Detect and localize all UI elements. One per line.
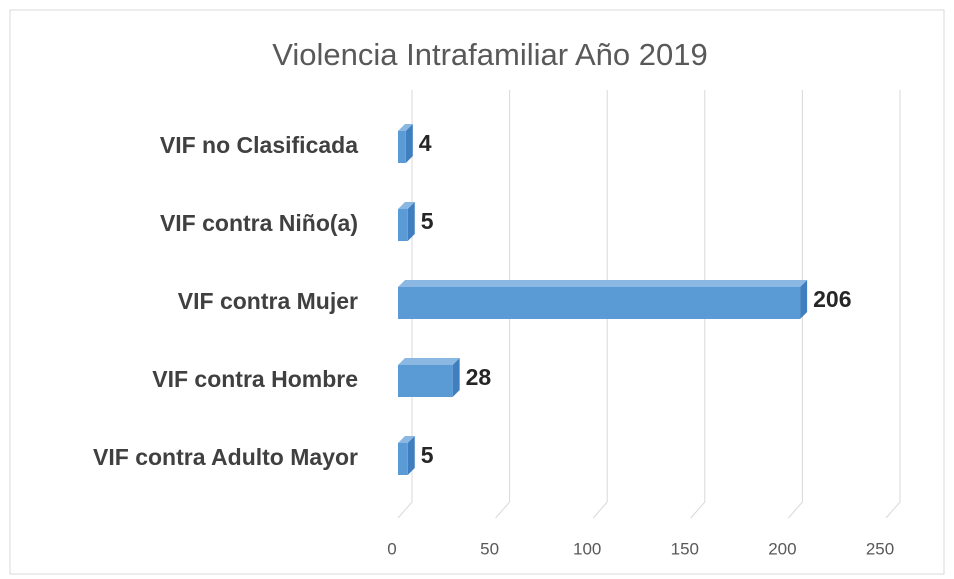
value-label: 4	[419, 130, 432, 156]
bar	[398, 436, 415, 475]
x-tick-label: 250	[866, 539, 894, 558]
category-label: VIF contra Mujer	[178, 288, 358, 314]
bar-face	[800, 280, 808, 319]
bar-face	[407, 202, 415, 241]
grid-line	[690, 90, 706, 519]
bar-face	[452, 358, 460, 397]
bar	[398, 358, 460, 397]
grid-line	[885, 90, 901, 519]
x-tick-label: 50	[480, 539, 499, 558]
bar-face	[398, 443, 408, 475]
bar-face	[398, 365, 453, 397]
x-tick-label: 150	[671, 539, 699, 558]
category-label: VIF contra Adulto Mayor	[93, 444, 358, 470]
bar-face	[407, 436, 415, 475]
bar	[398, 124, 413, 163]
chart-title: Violencia Intrafamiliar Año 2019	[272, 37, 707, 72]
grid-line	[592, 90, 608, 519]
bar-face	[398, 131, 406, 163]
value-label: 5	[421, 442, 434, 468]
x-tick-label: 200	[768, 539, 796, 558]
value-label: 28	[466, 364, 492, 390]
category-label: VIF contra Niño(a)	[160, 210, 358, 236]
bar-face	[398, 287, 801, 319]
bar-face	[405, 124, 413, 163]
bar-face	[398, 436, 415, 443]
bar-face	[398, 202, 415, 209]
value-label: 206	[813, 286, 851, 312]
value-label: 5	[421, 208, 434, 234]
category-label: VIF contra Hombre	[152, 366, 358, 392]
bar-face	[398, 124, 413, 131]
grid-line	[788, 90, 803, 519]
bar-face	[398, 280, 808, 287]
x-tick-label: 0	[387, 539, 396, 558]
bar-face	[398, 209, 408, 241]
bar	[398, 202, 415, 241]
category-label: VIF no Clasificada	[160, 132, 358, 158]
bar-face	[398, 358, 460, 365]
bar	[398, 280, 808, 319]
grid-line	[495, 90, 511, 519]
x-tick-label: 100	[573, 539, 601, 558]
